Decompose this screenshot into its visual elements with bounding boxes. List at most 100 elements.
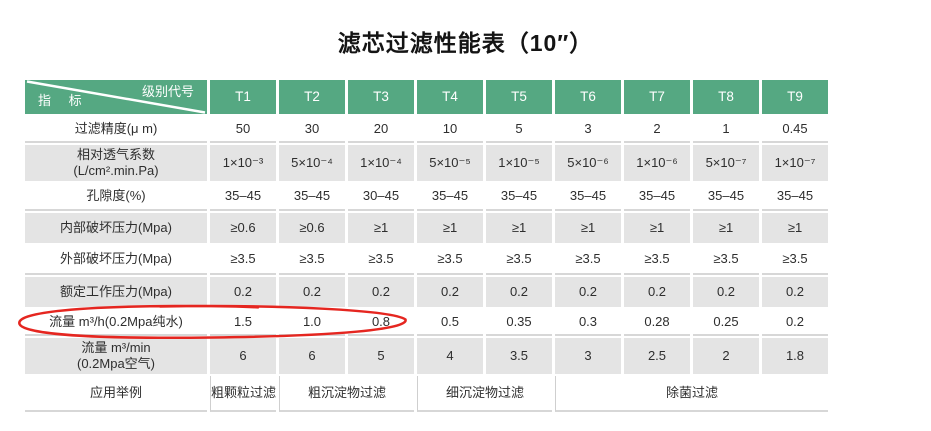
row-label: 应用举例 bbox=[25, 376, 207, 412]
data-cell: 30–45 bbox=[348, 183, 414, 211]
table-row: 孔隙度(%) 35–45 35–45 30–45 35–45 35–45 35–45 35–4… bbox=[25, 183, 828, 211]
column-header-T5: T5 bbox=[486, 80, 552, 114]
application-span-cell: 粗颗粒过滤 bbox=[210, 376, 276, 412]
data-cell: ≥1 bbox=[693, 213, 759, 243]
data-cell: ≥0.6 bbox=[210, 213, 276, 243]
data-cell: 30 bbox=[279, 116, 345, 143]
data-cell: 5 bbox=[348, 338, 414, 374]
corner-top-label: 级别代号 bbox=[141, 84, 194, 99]
column-header-T7: T7 bbox=[624, 80, 690, 114]
data-cell: 35–45 bbox=[624, 183, 690, 211]
row-label: 孔隙度(%) bbox=[25, 183, 207, 211]
data-cell: ≥3.5 bbox=[348, 245, 414, 275]
data-cell: 0.3 bbox=[555, 309, 621, 336]
column-header-T1: T1 bbox=[210, 80, 276, 114]
data-cell: ≥1 bbox=[417, 213, 483, 243]
data-cell: ≥1 bbox=[486, 213, 552, 243]
table-row: 流量 m³/h(0.2Mpa纯水) 1.5 1.0 0.8 0.5 0.35 0.3 0.28… bbox=[25, 309, 828, 336]
data-cell: 50 bbox=[210, 116, 276, 143]
data-cell: 10 bbox=[417, 116, 483, 143]
data-cell: 3 bbox=[555, 116, 621, 143]
column-header-T8: T8 bbox=[693, 80, 759, 114]
data-cell: 2 bbox=[624, 116, 690, 143]
column-header-T6: T6 bbox=[555, 80, 621, 114]
data-cell: 5×10⁻⁶ bbox=[555, 145, 621, 181]
data-cell: 35–45 bbox=[210, 183, 276, 211]
page-title: 滤芯过滤性能表（10″） bbox=[337, 30, 594, 56]
performance-table: 级别代号 指 标 T1 T2 T3 T4 T5 T6 T7 T8 T9 过滤精度(μ m) 50 3… bbox=[22, 78, 831, 414]
application-span-cell: 细沉淀物过滤 bbox=[417, 376, 552, 412]
row-label: 过滤精度(μ m) bbox=[25, 116, 207, 143]
data-cell: 0.2 bbox=[486, 277, 552, 307]
data-cell: 1.8 bbox=[762, 338, 828, 374]
data-cell: 0.45 bbox=[762, 116, 828, 143]
corner-cell: 级别代号 指 标 bbox=[25, 80, 207, 114]
data-cell: 2.5 bbox=[624, 338, 690, 374]
row-label: 额定工作压力(Mpa) bbox=[25, 277, 207, 307]
data-cell: 5×10⁻⁷ bbox=[693, 145, 759, 181]
data-cell: 1.5 bbox=[210, 309, 276, 336]
data-cell: ≥3.5 bbox=[762, 245, 828, 275]
data-cell: 0.2 bbox=[348, 277, 414, 307]
data-cell: 5×10⁻⁵ bbox=[417, 145, 483, 181]
data-cell: 35–45 bbox=[279, 183, 345, 211]
data-cell: 0.25 bbox=[693, 309, 759, 336]
column-header-T9: T9 bbox=[762, 80, 828, 114]
table-header: 级别代号 指 标 T1 T2 T3 T4 T5 T6 T7 T8 T9 bbox=[25, 80, 828, 114]
header-row: 级别代号 指 标 T1 T2 T3 T4 T5 T6 T7 T8 T9 bbox=[25, 80, 828, 114]
data-cell: 3 bbox=[555, 338, 621, 374]
data-cell: 6 bbox=[279, 338, 345, 374]
diagonal-line bbox=[26, 80, 206, 114]
corner-bottom-label: 指 标 bbox=[38, 93, 89, 109]
data-cell: 6 bbox=[210, 338, 276, 374]
application-span-cell: 除菌过滤 bbox=[555, 376, 828, 412]
data-cell: 20 bbox=[348, 116, 414, 143]
data-cell: ≥1 bbox=[762, 213, 828, 243]
data-cell: 1×10⁻⁴ bbox=[348, 145, 414, 181]
table-row: 内部破坏压力(Mpa) ≥0.6 ≥0.6 ≥1 ≥1 ≥1 ≥1 ≥1 ≥1 ≥1 bbox=[25, 213, 828, 243]
data-cell: 0.2 bbox=[693, 277, 759, 307]
data-cell: ≥3.5 bbox=[486, 245, 552, 275]
data-cell: 0.8 bbox=[348, 309, 414, 336]
data-cell: 1×10⁻³ bbox=[210, 145, 276, 181]
data-cell: ≥3.5 bbox=[417, 245, 483, 275]
data-cell: 35–45 bbox=[555, 183, 621, 211]
table-body: 过滤精度(μ m) 50 30 20 10 5 3 2 1 0.45 相对透气系数 (L/cm².mi… bbox=[25, 116, 828, 412]
data-cell: ≥3.5 bbox=[624, 245, 690, 275]
table-row: 额定工作压力(Mpa) 0.2 0.2 0.2 0.2 0.2 0.2 0.2 0.2 0.2 bbox=[25, 277, 828, 307]
row-label: 内部破坏压力(Mpa) bbox=[25, 213, 207, 243]
data-cell: 1×10⁻⁵ bbox=[486, 145, 552, 181]
data-cell: ≥3.5 bbox=[555, 245, 621, 275]
data-cell: 0.2 bbox=[762, 277, 828, 307]
data-cell: ≥1 bbox=[348, 213, 414, 243]
data-cell: 0.2 bbox=[210, 277, 276, 307]
row-label: 外部破坏压力(Mpa) bbox=[25, 245, 207, 275]
data-cell: 0.5 bbox=[417, 309, 483, 336]
data-cell: 0.2 bbox=[279, 277, 345, 307]
data-cell: 0.35 bbox=[486, 309, 552, 336]
column-header-T3: T3 bbox=[348, 80, 414, 114]
data-cell: 0.2 bbox=[624, 277, 690, 307]
data-cell: ≥1 bbox=[555, 213, 621, 243]
data-cell: 1×10⁻⁶ bbox=[624, 145, 690, 181]
column-header-T4: T4 bbox=[417, 80, 483, 114]
row-label-annotated: 流量 m³/h(0.2Mpa纯水) bbox=[25, 309, 207, 336]
data-cell: 1 bbox=[693, 116, 759, 143]
data-cell: ≥1 bbox=[624, 213, 690, 243]
data-cell: 0.28 bbox=[624, 309, 690, 336]
row-label: 流量 m³/min (0.2Mpa空气) bbox=[25, 338, 207, 374]
data-cell: ≥3.5 bbox=[279, 245, 345, 275]
column-header-T2: T2 bbox=[279, 80, 345, 114]
data-cell: 35–45 bbox=[417, 183, 483, 211]
data-cell: 0.2 bbox=[555, 277, 621, 307]
data-cell: 35–45 bbox=[762, 183, 828, 211]
data-cell: 2 bbox=[693, 338, 759, 374]
data-cell: 1×10⁻⁷ bbox=[762, 145, 828, 181]
row-label: 相对透气系数 (L/cm².min.Pa) bbox=[25, 145, 207, 181]
data-cell: ≥3.5 bbox=[693, 245, 759, 275]
data-cell: 3.5 bbox=[486, 338, 552, 374]
data-cell: 4 bbox=[417, 338, 483, 374]
data-cell: ≥3.5 bbox=[210, 245, 276, 275]
data-cell: 0.2 bbox=[762, 309, 828, 336]
